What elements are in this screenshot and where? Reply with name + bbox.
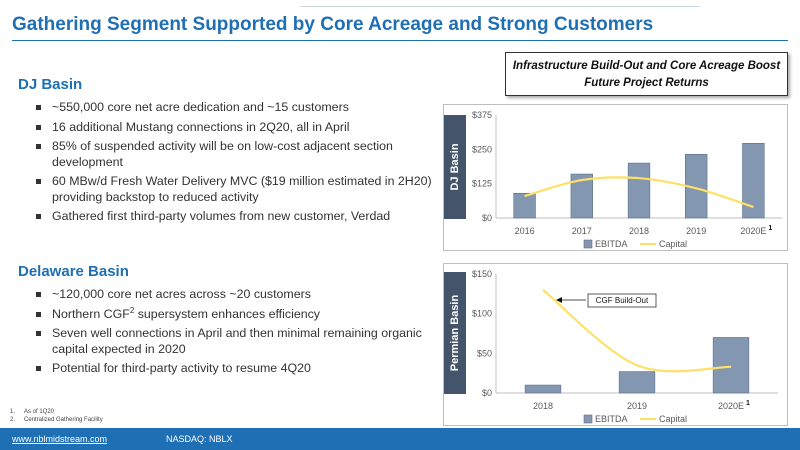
chart-bar [618,371,656,394]
footer-bar: www.nblmidstream.com NASDAQ: NBLX [0,428,800,450]
y-tick-label: $150 [472,269,492,279]
dj-basin-bullets: ~550,000 core net acre dedication and ~1… [34,100,434,229]
legend-capital-label: Capital [659,414,687,424]
page-title: Gathering Segment Supported by Core Acre… [12,14,654,35]
chart-bar [524,384,562,394]
cgf-text-rest: supersystem enhances efficiency [137,306,321,321]
callout-line-2: Future Project Returns [584,77,709,89]
legend-ebitda-label: EBITDA [595,239,628,249]
list-item: ~120,000 core net acres across ~20 custo… [34,287,434,303]
top-accent-line [300,6,700,7]
delaware-basin-bullets: ~120,000 core net acres across ~20 custo… [34,287,434,381]
list-item: 60 MBw/d Fresh Water Delivery MVC ($19 m… [34,174,434,205]
chart-bar [742,142,765,219]
x-tick-label: 2017 [572,226,592,236]
capital-line [524,176,754,209]
x-tick-label: 2018 [629,226,649,236]
y-tick-label: $0 [482,213,492,223]
x-tick-label: 2016 [515,226,535,236]
list-item: Potential for third-party activity to re… [34,361,434,377]
dj-chart-side-label-text: DJ Basin [449,143,461,191]
x-tick-label: 2019 [627,401,647,411]
ticker-text: NASDAQ: NBLX [166,434,233,444]
list-item: Northern CGF2 supersystem enhances effic… [34,305,434,323]
chart-bar [712,337,750,394]
cgf-text: Northern CGF [52,306,130,321]
legend-capital-label: Capital [659,239,687,249]
annotation-arrowhead [556,297,562,303]
legend-ebitda-label: EBITDA [595,414,628,424]
delaware-basin-heading: Delaware Basin [18,263,129,280]
capital-line [542,289,732,373]
annotation-box [587,293,657,308]
footnote-marker: 2 [129,305,135,315]
list-item: Seven well connections in April and then… [34,326,434,357]
dj-chart-side-label: DJ Basin [444,115,466,219]
footnote-1: 1. As of 1Q20 [10,409,55,415]
legend-ebitda-swatch [583,414,593,424]
y-tick-label: $125 [472,179,492,189]
x-tick-superscript: 1 [768,225,772,232]
y-tick-label: $0 [482,388,492,398]
list-item: 85% of suspended activity will be on low… [34,139,434,170]
y-tick-label: $250 [472,144,492,154]
y-tick-label: $375 [472,110,492,120]
footnote-2: 2. Centralized Gathering Facility [10,417,103,423]
title-divider [12,40,788,41]
list-item: 16 additional Mustang connections in 2Q2… [34,120,434,136]
chart-bar [570,173,593,219]
permian-chart-side-label-text: Permian Basin [449,294,461,372]
callout-box: Infrastructure Build-Out and Core Acreag… [505,52,788,96]
dj-basin-heading: DJ Basin [18,76,83,93]
callout-line-1: Infrastructure Build-Out and Core Acreag… [512,60,781,72]
x-tick-label: 2018 [533,401,553,411]
y-tick-label: $50 [477,348,492,358]
footnotes: 1. As of 1Q20 2. Centralized Gathering Fac… [10,408,103,424]
list-item: Gathered first third-party volumes from … [34,209,434,225]
y-tick-label: $100 [472,309,492,319]
annotation-label: CGF Build-Out [596,296,649,305]
website-link[interactable]: www.nblmidstream.com [12,434,108,444]
x-tick-label: 2020E [718,401,744,411]
list-item: ~550,000 core net acre dedication and ~1… [34,100,434,116]
chart-bar [513,192,536,219]
legend-ebitda-swatch [583,239,593,249]
dj-basin-chart: $0 $125 $250 $375 2016 2017 2018 2019 2020E 1 EBIT… [472,110,782,249]
chart-bar [627,162,651,219]
x-tick-label: 2020E [740,226,766,236]
permian-basin-chart: $0 $50 $100 $150 2018 2019 2020E 1 EBITDA Capital… [472,269,778,424]
x-tick-label: 2019 [686,226,706,236]
x-tick-superscript: 1 [746,400,750,407]
permian-chart-side-label: Permian Basin [444,272,466,394]
